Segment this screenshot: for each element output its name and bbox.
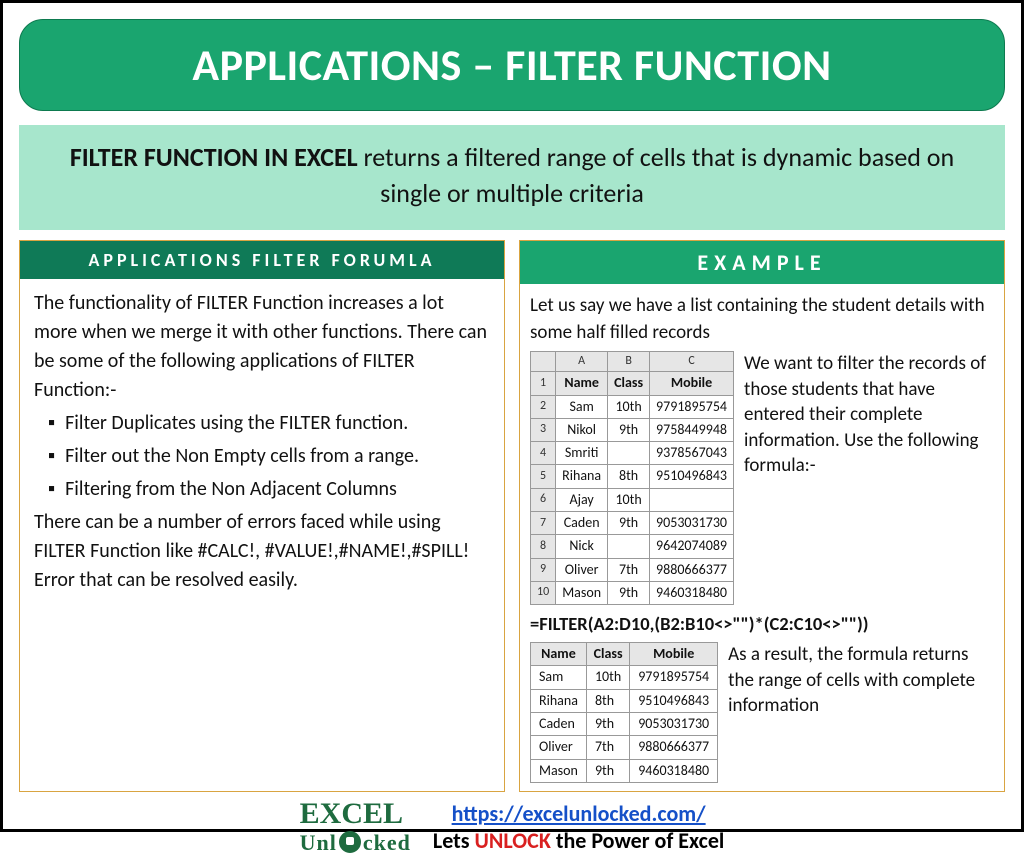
bullet-1: Filter Duplicates using the FILTER funct… — [48, 409, 490, 438]
logo-top: EXCEL — [300, 797, 403, 830]
result-text: As a result, the formula returns the ran… — [728, 642, 994, 719]
right-body: Let us say we have a list containing the… — [520, 284, 1004, 791]
logo-bottom: Unlcked — [300, 830, 411, 855]
title-banner: APPLICATIONS – FILTER FUNCTION — [19, 19, 1005, 111]
bullet-2: Filter out the Non Empty cells from a ra… — [48, 442, 490, 471]
left-p1: The functionality of FILTER Function inc… — [34, 289, 490, 405]
example-intro: Let us say we have a list containing the… — [530, 292, 994, 347]
left-header: APPLICATIONS FILTER FORUMLA — [20, 241, 504, 279]
logo: EXCEL Unlcked — [300, 800, 411, 854]
footer-text: https://excelunlocked.com/ Lets UNLOCK t… — [433, 800, 724, 854]
intro-rest: returns a filtered range of cells that i… — [358, 141, 955, 209]
tag-post: the Power of Excel — [551, 827, 724, 854]
result-table: NameClassMobileSam10th9791895754Rihana8t… — [530, 642, 718, 783]
intro-band: FILTER FUNCTION IN EXCEL returns a filte… — [19, 125, 1005, 230]
left-column: APPLICATIONS FILTER FORUMLA The function… — [19, 240, 505, 792]
footer-tag: Lets UNLOCK the Power of Excel — [433, 827, 724, 854]
site-link[interactable]: https://excelunlocked.com/ — [452, 800, 706, 827]
example-row2: NameClassMobileSam10th9791895754Rihana8t… — [530, 642, 994, 783]
right-column: EXAMPLE Let us say we have a list contai… — [519, 240, 1005, 792]
left-p2: There can be a number of errors faced wh… — [34, 508, 490, 595]
bullet-3: Filtering from the Non Adjacent Columns — [48, 475, 490, 504]
want-text: We want to filter the records of those s… — [744, 351, 994, 479]
tag-pre: Lets — [433, 827, 475, 854]
formula: =FILTER(A2:D10,(B2:B10<>"")*(C2:C10<>"")… — [530, 611, 994, 638]
padlock-icon — [339, 831, 361, 853]
intro-bold: FILTER FUNCTION IN EXCEL — [70, 141, 358, 173]
right-header: EXAMPLE — [520, 241, 1004, 284]
tag-unlock: UNLOCK — [475, 827, 551, 854]
source-table: ABC1NameClassMobile2Sam10th97918957543Ni… — [530, 351, 734, 605]
example-row1: ABC1NameClassMobile2Sam10th97918957543Ni… — [530, 351, 994, 605]
footer: EXCEL Unlcked https://excelunlocked.com/… — [11, 800, 1013, 854]
left-bullets: Filter Duplicates using the FILTER funct… — [34, 409, 490, 504]
columns: APPLICATIONS FILTER FORUMLA The function… — [11, 240, 1013, 792]
left-body: The functionality of FILTER Function inc… — [20, 279, 504, 605]
